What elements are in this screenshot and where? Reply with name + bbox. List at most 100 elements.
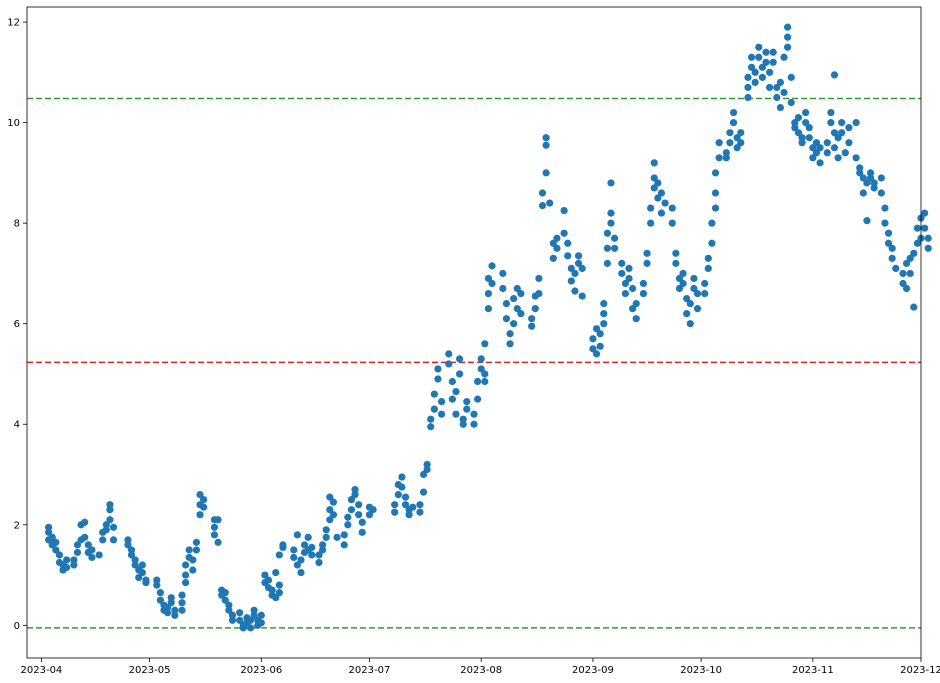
data-point	[632, 299, 640, 308]
data-point	[600, 320, 608, 328]
data-point	[812, 149, 821, 157]
data-point	[178, 599, 186, 607]
data-point	[246, 616, 255, 624]
data-point	[845, 139, 853, 147]
data-point	[272, 568, 280, 577]
data-point	[167, 599, 175, 607]
data-point	[445, 350, 453, 358]
data-point	[171, 611, 179, 619]
data-point	[866, 174, 875, 182]
data-point	[401, 493, 410, 501]
data-point	[138, 568, 146, 577]
data-point	[733, 144, 741, 152]
data-point	[131, 556, 139, 564]
data-point	[70, 561, 78, 569]
data-point	[513, 284, 521, 293]
data-point	[776, 103, 785, 112]
data-point	[841, 149, 849, 157]
data-point	[531, 305, 539, 313]
data-point	[517, 289, 525, 298]
data-point	[629, 284, 637, 293]
data-point	[437, 410, 446, 418]
data-point	[142, 578, 150, 587]
data-point	[726, 139, 734, 147]
data-point	[553, 234, 561, 242]
data-point	[185, 546, 193, 554]
data-point	[852, 154, 860, 162]
data-point	[758, 73, 766, 81]
data-point	[884, 239, 893, 247]
data-point	[607, 179, 615, 187]
data-point	[430, 390, 438, 398]
data-point	[257, 619, 265, 627]
data-point	[452, 410, 460, 418]
data-point	[445, 360, 453, 368]
data-point	[448, 377, 456, 386]
data-point	[210, 523, 219, 531]
data-point	[322, 533, 330, 541]
y-tick-label: 8	[14, 219, 20, 230]
data-point	[607, 219, 615, 227]
data-point	[592, 350, 601, 358]
data-point	[830, 71, 839, 79]
data-point	[430, 405, 438, 413]
data-point	[701, 279, 709, 288]
data-point	[300, 541, 309, 549]
data-point	[816, 144, 824, 152]
data-point	[751, 68, 759, 76]
data-point	[729, 108, 738, 117]
data-point	[488, 262, 496, 270]
data-point	[81, 533, 89, 541]
data-point	[906, 254, 914, 262]
data-point	[477, 365, 485, 373]
data-point	[268, 586, 276, 594]
data-point	[510, 294, 518, 303]
data-point	[863, 179, 871, 187]
data-point	[488, 279, 496, 288]
data-point	[647, 204, 655, 212]
data-point	[668, 219, 676, 227]
data-point	[290, 546, 298, 554]
data-point	[560, 206, 568, 215]
data-point	[603, 259, 611, 267]
data-point	[798, 139, 806, 147]
data-point	[347, 506, 356, 514]
y-tick-label: 6	[14, 319, 20, 330]
data-point	[737, 139, 745, 147]
data-point	[84, 541, 92, 549]
data-point	[643, 259, 651, 267]
data-point	[290, 553, 298, 562]
data-point	[679, 279, 687, 288]
data-point	[607, 209, 615, 217]
data-point	[48, 533, 56, 541]
data-point	[603, 244, 611, 252]
x-tick-label: 2023-11	[792, 665, 834, 676]
data-point	[661, 199, 669, 207]
data-point	[250, 611, 258, 619]
data-point	[297, 556, 305, 564]
data-point	[484, 289, 493, 298]
x-tick-label: 2023-08	[460, 665, 502, 676]
data-point	[45, 523, 53, 531]
data-point	[538, 189, 547, 197]
data-point	[192, 538, 201, 546]
data-point	[881, 204, 889, 212]
data-point	[499, 284, 507, 293]
data-point	[517, 310, 525, 318]
data-point	[643, 249, 651, 257]
data-point	[293, 531, 301, 539]
data-point	[304, 533, 312, 541]
data-point	[675, 284, 684, 293]
data-point	[877, 189, 885, 197]
data-point	[452, 387, 460, 396]
data-point	[484, 305, 493, 313]
data-point	[794, 129, 803, 137]
data-point	[827, 108, 835, 117]
data-point	[794, 113, 803, 122]
plot-frame	[26, 6, 922, 659]
data-point	[355, 501, 363, 509]
data-point	[784, 23, 792, 31]
data-point	[856, 169, 864, 177]
